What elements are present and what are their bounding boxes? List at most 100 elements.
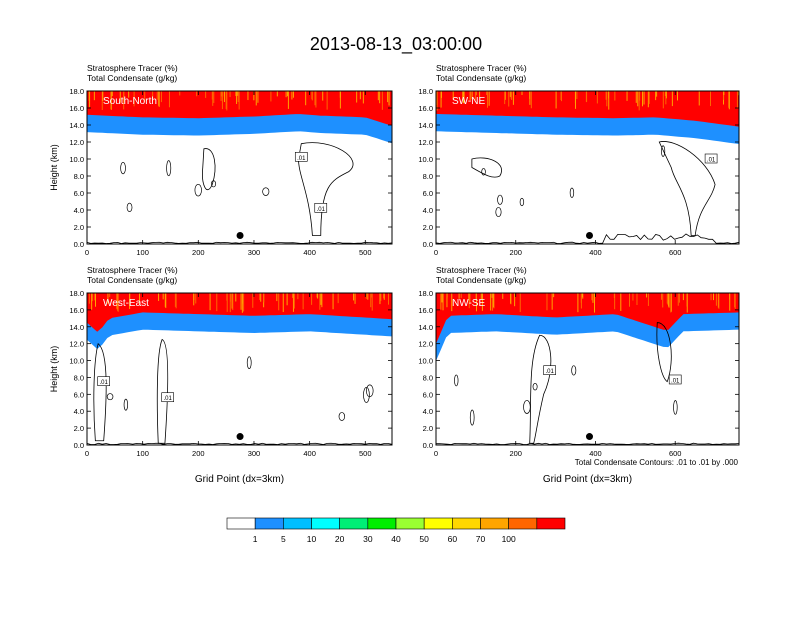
colorbar-swatch (508, 517, 538, 530)
y-tick-label: 16.0 (69, 306, 84, 315)
contour-label: .01 (164, 396, 173, 402)
colorbar: 1 5 10 20 30 40 50 60 70 100 (226, 517, 566, 544)
y-tick-label: 14.0 (418, 121, 433, 130)
colorbar-swatch (395, 517, 425, 530)
condensate-contour-small (532, 382, 538, 391)
x-axis-label: Grid Point (dx=3km) (195, 474, 284, 485)
x-tick-label: 400 (303, 248, 316, 257)
y-tick-label: 6.0 (423, 390, 433, 399)
location-marker (236, 232, 244, 239)
contour-label: .01 (100, 380, 109, 386)
colorbar-swatch (536, 517, 566, 530)
condensate-contour-small (673, 400, 678, 415)
y-tick-label: 8.0 (423, 172, 433, 181)
condensate-contour-small (571, 365, 577, 376)
colorbar-swatch (254, 517, 284, 530)
y-tick-label: 16.0 (418, 104, 433, 113)
condensate-contour-small (481, 168, 486, 176)
main-title: 2013-08-13_03:00:00 (310, 34, 482, 55)
location-marker (585, 232, 593, 239)
y-tick-label: 10.0 (69, 357, 84, 366)
contour-label: .01 (297, 156, 306, 162)
x-tick-label: 400 (589, 248, 602, 257)
y-tick-label: 12.0 (69, 340, 84, 349)
y-tick-label: 0.0 (74, 441, 84, 450)
plot-frame (435, 292, 740, 446)
y-tick-label: 10.0 (69, 155, 84, 164)
y-tick-label: 6.0 (423, 189, 433, 198)
panel-label: South-North (103, 96, 157, 107)
terrain-line (86, 241, 393, 244)
condensate-contour (471, 157, 502, 178)
colorbar-label: 100 (502, 534, 516, 544)
panel-nw-se: .01 .01 0.0 2.0 4.0 6.0 8.0 10.0 12.0 14.0 16.0 18.… (418, 265, 740, 485)
y-tick-label: 8.0 (74, 172, 84, 181)
x-tick-label: 400 (303, 449, 316, 458)
x-tick-label: 100 (136, 449, 149, 458)
y-tick-label: 12.0 (418, 340, 433, 349)
x-tick-label: 600 (669, 449, 682, 458)
condensate-contour-small (469, 409, 475, 426)
y-tick-label: 0.0 (423, 240, 433, 249)
plot-frame (86, 90, 393, 245)
y-tick-label: 0.0 (74, 240, 84, 249)
panel-west-east: .01 .01 0.0 2.0 4.0 6.0 8.0 10.0 12.0 14.0 16.0 18.… (49, 265, 393, 485)
x-tick-label: 200 (509, 248, 522, 257)
condensate-contour-small (166, 160, 172, 177)
contour-label-box (543, 365, 556, 375)
contour-label: .01 (707, 158, 716, 164)
condensate-contour-small (126, 202, 133, 213)
terrain-line (435, 233, 740, 244)
condensate-contour (202, 148, 216, 191)
plot-frame (435, 90, 740, 245)
colorbar-swatch (226, 517, 256, 530)
tracer-core (87, 293, 392, 332)
y-tick-label: 4.0 (74, 407, 84, 416)
contour-label: .01 (545, 369, 554, 375)
y-tick-label: 14.0 (418, 323, 433, 332)
y-tick-label: 18.0 (69, 289, 84, 298)
x-tick-label: 300 (248, 248, 261, 257)
contour-label: .01 (317, 207, 326, 213)
y-tick-label: 18.0 (418, 289, 433, 298)
colorbar-label: 20 (335, 534, 345, 544)
y-tick-label: 6.0 (74, 189, 84, 198)
x-tick-label: 300 (248, 449, 261, 458)
tracer-core (436, 293, 739, 344)
x-tick-label: 500 (359, 449, 372, 458)
y-tick-label: 6.0 (74, 390, 84, 399)
terrain-line (86, 442, 393, 445)
condensate-contour-small (661, 145, 666, 157)
condensate-contour-small (338, 412, 346, 421)
colorbar-label: 1 (253, 534, 258, 544)
panel-title-line2: Total Condensate (g/kg) (436, 275, 526, 285)
panel-label: SW-NE (452, 96, 485, 107)
condensate-contour-small (211, 180, 217, 188)
y-tick-label: 2.0 (74, 424, 84, 433)
condensate-contour (529, 334, 552, 444)
y-tick-label: 16.0 (418, 306, 433, 315)
y-tick-label: 10.0 (418, 155, 433, 164)
y-tick-label: 2.0 (423, 223, 433, 232)
condensate-contour-small (497, 194, 503, 205)
condensate-contour-small (246, 356, 252, 369)
y-axis-label: Height (km) (49, 144, 59, 191)
colorbar-swatch (339, 517, 369, 530)
condensate-contour (93, 342, 107, 442)
condensate-contour-small (495, 207, 502, 218)
panel-title-line2: Total Condensate (g/kg) (87, 73, 177, 83)
condensate-contour (156, 338, 169, 444)
x-tick-label: 100 (136, 248, 149, 257)
y-tick-label: 12.0 (418, 138, 433, 147)
colorbar-label: 50 (419, 534, 429, 544)
condensate-contour-small (120, 161, 126, 175)
condensate-contour-small (262, 187, 270, 196)
terrain-line (435, 442, 740, 445)
panel-label: NW-SE (452, 298, 485, 309)
contour-label-box (97, 376, 110, 386)
contour-note: Total Condensate Contours: .01 to .01 by… (575, 458, 739, 467)
contour-label-box (314, 203, 328, 213)
panel-title-line1: Stratosphere Tracer (%) (87, 63, 178, 73)
location-marker (585, 433, 593, 441)
